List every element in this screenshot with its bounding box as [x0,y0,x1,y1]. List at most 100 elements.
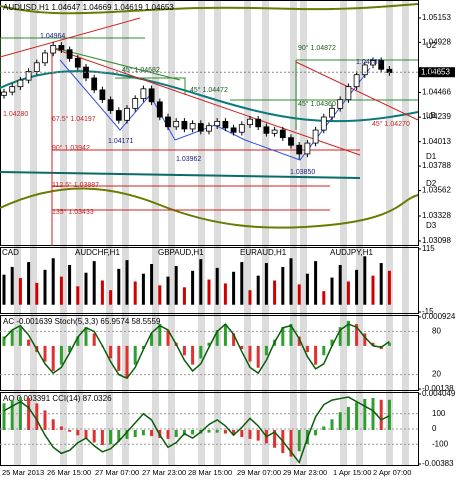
x-tick-label: 29 Mar 07:00 [237,468,281,477]
candle-body [50,45,57,54]
candle-body [370,60,376,66]
session-stripe [244,1,251,465]
panel-label: AUDJPY,H1 [330,248,374,257]
histogram-bar [322,426,326,430]
y-tick-label: 0.004049 [422,389,456,398]
histogram-bar [43,345,47,362]
candle-body [197,123,204,132]
histogram-bar [133,345,137,365]
bar [166,276,170,305]
y-tick-label: 1.03788 [422,161,451,170]
bar [273,280,277,305]
bar [84,272,88,305]
bar [76,286,80,305]
bar [346,281,350,305]
candle-body [124,107,130,121]
candle-body [17,79,24,88]
candle-body [296,144,303,155]
level-label: 45° 1.04472 [190,86,228,94]
candle-body [9,86,16,93]
histogram-bar [191,429,195,435]
session-stripe [300,1,307,465]
indicator-line [3,396,390,465]
level-label: 67.5° 1.04197 [52,115,96,123]
candle-body [148,88,155,103]
x-tick-label: 29 Mar 23:00 [283,468,327,477]
candle-body [115,110,122,121]
bar [264,263,268,305]
y-tick-label: -0.00383 [422,459,454,468]
histogram-bar [223,429,227,434]
panel-frame [0,247,419,314]
bar [59,276,63,305]
bar [133,281,137,305]
panel-label: CAD [2,248,19,257]
bar [305,273,309,305]
histogram-bar [314,429,318,436]
histogram-bar [314,345,318,365]
histogram-bar [182,345,186,356]
panel-label: AUDCHF,H1 [75,248,120,257]
candle-body [132,98,139,109]
histogram-bar [387,399,391,430]
histogram-bar [10,330,14,346]
histogram-bar [240,345,244,349]
histogram-bar [174,429,178,438]
bar [174,265,178,305]
level-name: D2 [426,179,437,188]
bar [141,273,145,305]
panel-title: AC -0.001639 Stoch(5,3,3) 65.9574 58.555… [3,317,161,326]
y-tick-label: -15 [422,307,434,316]
panel-frame [0,315,419,391]
level-label: 1.04171 [108,138,133,145]
histogram-bar [166,429,170,439]
candle-body [230,127,237,133]
y-tick-label: 1.03328 [422,211,451,220]
histogram-bar [387,342,391,346]
candle-body [165,116,171,128]
candle-body [99,89,106,101]
y2-tick-label: 80 [432,327,441,336]
histogram-bar [363,398,367,430]
histogram-bar [166,330,170,346]
session-stripe [60,1,67,465]
x-tick-label: 27 Mar 23:00 [142,468,186,477]
histogram-bar [305,345,309,353]
level-box [0,37,418,130]
histogram-bar [215,429,219,433]
histogram-bar [379,399,383,430]
histogram-bar [330,339,334,346]
histogram-bar [10,399,14,430]
level-name: D3 [426,221,437,230]
candle-body [238,124,245,133]
histogram-bar [150,333,154,346]
y-tick-label: 1.04466 [422,88,451,97]
candle-body [214,120,221,127]
histogram-bar [84,429,88,439]
candle-body [58,45,65,51]
histogram-bar [248,429,252,439]
histogram-bar [346,320,350,346]
session-stripe [214,1,221,465]
bar [371,275,375,305]
candle-body [156,101,163,118]
bar [355,269,359,305]
bar [27,262,31,305]
histogram-bar [215,330,219,346]
candle-body [222,120,229,129]
level-label: 135° 1.03433 [52,208,94,216]
histogram-bar [273,429,277,448]
level-label: 1.03850 [290,169,315,176]
histogram-bar [297,336,301,346]
candle-body [263,126,270,134]
panel-label: EURAUD,H1 [240,248,287,257]
level-label: 1.04781 [356,59,381,66]
session-stripe [262,1,269,465]
candle-body [206,125,212,132]
histogram-bar [191,345,195,365]
candle-body [320,116,327,131]
histogram-bar [150,429,154,437]
candle-body [312,129,319,144]
histogram-bar [355,402,359,430]
